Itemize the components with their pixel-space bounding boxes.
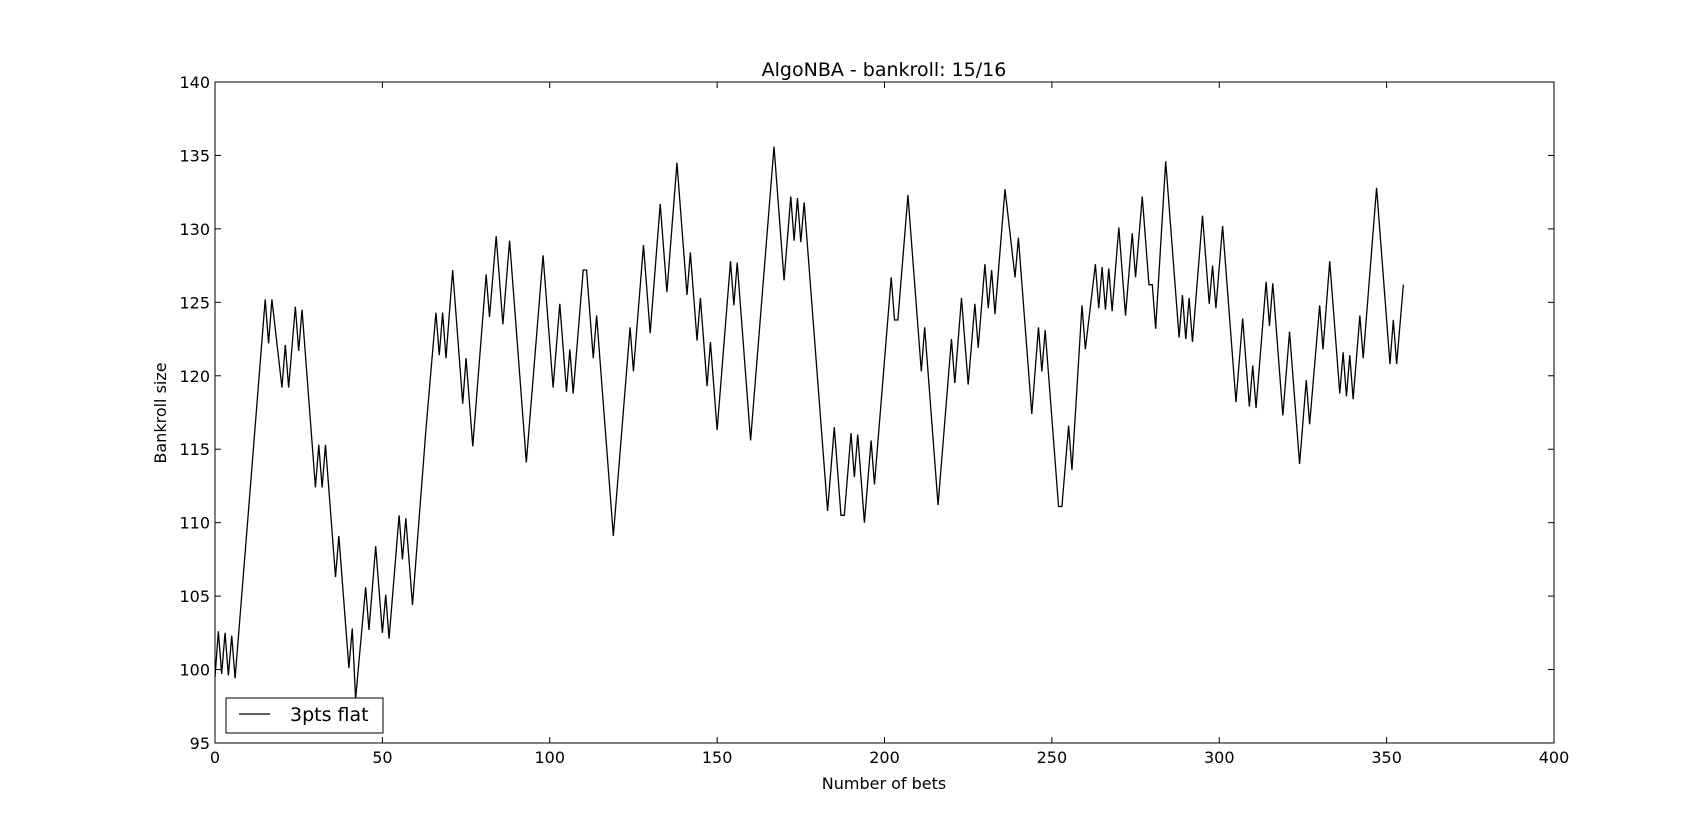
x-tick-label-0: 0: [210, 748, 220, 767]
y-tick-label-110: 110: [179, 514, 210, 533]
x-tick-label-300: 300: [1204, 748, 1235, 767]
legend: 3pts flat: [225, 697, 384, 734]
y-axis-label: Bankroll size: [151, 362, 170, 463]
x-axis-label: Number of bets: [822, 774, 946, 793]
y-tick-label-125: 125: [179, 293, 210, 312]
x-tick-label-250: 250: [1037, 748, 1068, 767]
y-tick-label-95: 95: [190, 734, 210, 753]
series-layer: [214, 146, 1405, 699]
x-tick-label-400: 400: [1539, 748, 1570, 767]
x-tick-label-100: 100: [534, 748, 565, 767]
y-tick-label-130: 130: [179, 220, 210, 239]
chart-title: AlgoNBA - bankroll: 15/16: [762, 59, 1007, 81]
x-tick-label-50: 50: [372, 748, 392, 767]
series-line-3pts-flat: [214, 146, 1405, 699]
x-tick-label-350: 350: [1371, 748, 1402, 767]
x-tick-label-200: 200: [869, 748, 900, 767]
y-tick-label-100: 100: [179, 661, 210, 680]
y-tick-label-135: 135: [179, 146, 210, 165]
y-tick-label-140: 140: [179, 73, 210, 92]
y-tick-label-115: 115: [179, 440, 210, 459]
y-axis: 95 100 105 110 115 120 125 130 135 140: [179, 73, 1554, 753]
y-tick-label-105: 105: [179, 587, 210, 606]
x-axis: 0 50 100 150 200 250 300 350 400: [210, 82, 1569, 767]
y-tick-label-120: 120: [179, 367, 210, 386]
legend-box: [225, 697, 384, 734]
legend-label-3pts-flat: 3pts flat: [290, 704, 369, 726]
x-tick-label-150: 150: [702, 748, 733, 767]
